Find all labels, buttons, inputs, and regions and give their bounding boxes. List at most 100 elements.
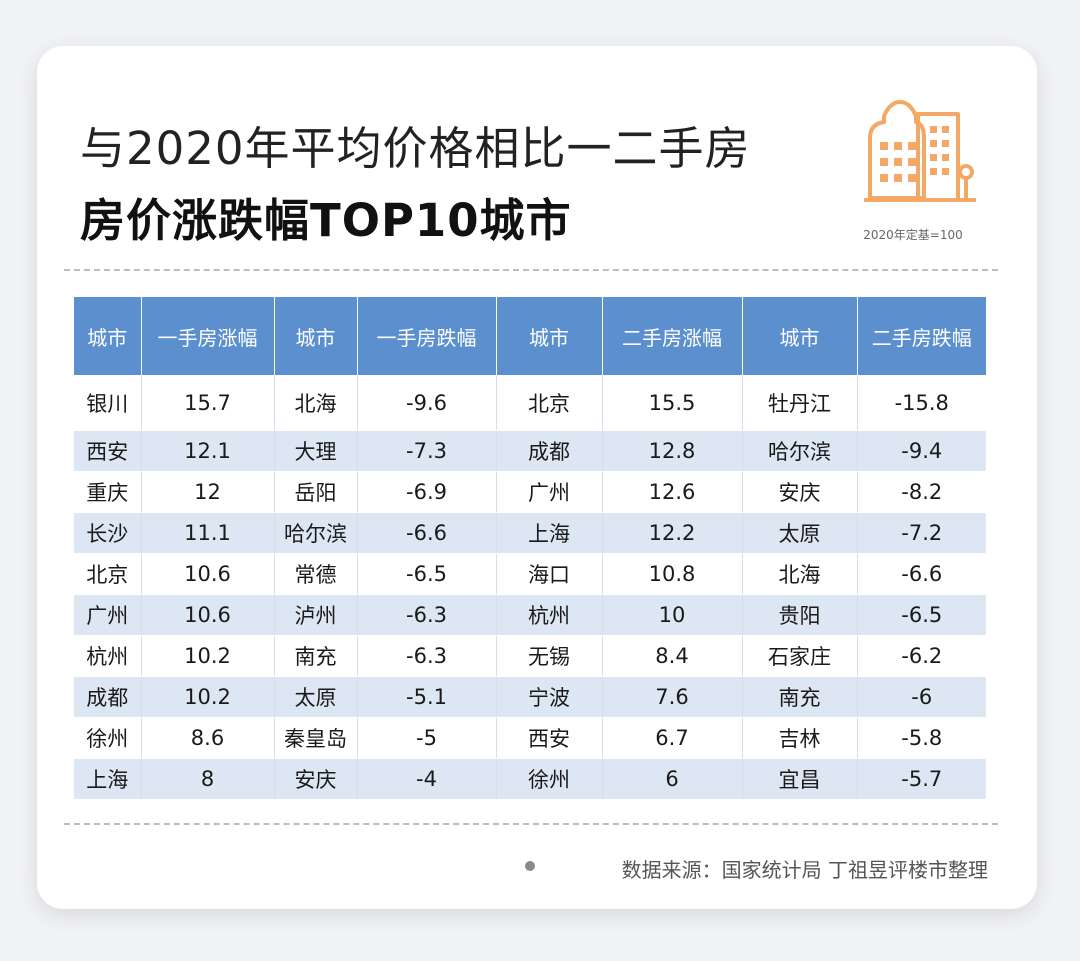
column-header: 城市 bbox=[496, 297, 603, 375]
city-cell: 北京 bbox=[74, 553, 142, 595]
table-row: 徐州 8.6 秦皇岛 -5 西安 6.7 吉林 -5.8 bbox=[74, 717, 986, 759]
city-cell: 吉林 bbox=[742, 717, 858, 759]
city-cell: 宁波 bbox=[496, 676, 603, 718]
value-cell: 8 bbox=[141, 758, 275, 800]
city-cell: 大理 bbox=[274, 430, 358, 472]
table-body: 银川 15.7 北海 -9.6 北京 15.5 牡丹江 -15.8 西安 12.1 大理 -7.3 成都… bbox=[74, 375, 986, 800]
value-cell: -6.3 bbox=[357, 594, 497, 636]
title-line-2: 房价涨跌幅TOP10城市 bbox=[80, 194, 572, 247]
value-cell: 7.6 bbox=[602, 676, 743, 718]
city-cell: 徐州 bbox=[74, 717, 142, 759]
value-cell: 10.8 bbox=[602, 553, 743, 595]
table-header-row: 城市 一手房涨幅 城市 一手房跌幅 城市 二手房涨幅 城市 二手房跌幅 bbox=[74, 297, 986, 375]
city-cell: 安庆 bbox=[742, 471, 858, 513]
table-row: 广州 10.6 泸州 -6.3 杭州 10 贵阳 -6.5 bbox=[74, 594, 986, 636]
bottom-divider bbox=[64, 823, 998, 825]
value-cell: 11.1 bbox=[141, 512, 275, 554]
value-cell: 10 bbox=[602, 594, 743, 636]
city-cell: 石家庄 bbox=[742, 635, 858, 677]
column-header: 城市 bbox=[742, 297, 858, 375]
value-cell: 12.6 bbox=[602, 471, 743, 513]
column-header: 城市 bbox=[274, 297, 358, 375]
value-cell: 10.2 bbox=[141, 635, 275, 677]
city-cell: 泸州 bbox=[274, 594, 358, 636]
value-cell: 12.2 bbox=[602, 512, 743, 554]
city-cell: 太原 bbox=[742, 512, 858, 554]
building-icon bbox=[864, 100, 976, 202]
table-row: 西安 12.1 大理 -7.3 成都 12.8 哈尔滨 -9.4 bbox=[74, 430, 986, 472]
value-cell: 10.6 bbox=[141, 553, 275, 595]
value-cell: 8.4 bbox=[602, 635, 743, 677]
table-row: 重庆 12 岳阳 -6.9 广州 12.6 安庆 -8.2 bbox=[74, 471, 986, 513]
bullet-icon bbox=[525, 861, 535, 871]
value-cell: 6 bbox=[602, 758, 743, 800]
city-cell: 西安 bbox=[74, 430, 142, 472]
value-cell: -6 bbox=[857, 676, 986, 718]
value-cell: -5.7 bbox=[857, 758, 986, 800]
top-divider bbox=[64, 269, 998, 271]
city-cell: 无锡 bbox=[496, 635, 603, 677]
value-cell: -6.5 bbox=[357, 553, 497, 595]
value-cell: -5.1 bbox=[357, 676, 497, 718]
value-cell: 6.7 bbox=[602, 717, 743, 759]
city-cell: 秦皇岛 bbox=[274, 717, 358, 759]
value-cell: -9.4 bbox=[857, 430, 986, 472]
value-cell: -5.8 bbox=[857, 717, 986, 759]
value-cell: -7.3 bbox=[357, 430, 497, 472]
table-row: 银川 15.7 北海 -9.6 北京 15.5 牡丹江 -15.8 bbox=[74, 375, 986, 431]
value-cell: 8.6 bbox=[141, 717, 275, 759]
value-cell: 12.1 bbox=[141, 430, 275, 472]
column-header: 二手房跌幅 bbox=[857, 297, 986, 375]
value-cell: -5 bbox=[357, 717, 497, 759]
city-cell: 上海 bbox=[74, 758, 142, 800]
value-cell: 15.7 bbox=[141, 375, 275, 431]
city-cell: 广州 bbox=[496, 471, 603, 513]
column-header: 二手房涨幅 bbox=[602, 297, 743, 375]
table-row: 北京 10.6 常德 -6.5 海口 10.8 北海 -6.6 bbox=[74, 553, 986, 595]
city-cell: 徐州 bbox=[496, 758, 603, 800]
city-cell: 安庆 bbox=[274, 758, 358, 800]
column-header: 一手房跌幅 bbox=[357, 297, 497, 375]
base-note: 2020年定基=100 bbox=[863, 228, 963, 242]
city-cell: 南充 bbox=[274, 635, 358, 677]
city-cell: 牡丹江 bbox=[742, 375, 858, 431]
city-cell: 杭州 bbox=[496, 594, 603, 636]
city-cell: 重庆 bbox=[74, 471, 142, 513]
city-cell: 广州 bbox=[74, 594, 142, 636]
city-cell: 长沙 bbox=[74, 512, 142, 554]
value-cell: 12.8 bbox=[602, 430, 743, 472]
table-row: 杭州 10.2 南充 -6.3 无锡 8.4 石家庄 -6.2 bbox=[74, 635, 986, 677]
value-cell: -6.6 bbox=[857, 553, 986, 595]
value-cell: -15.8 bbox=[857, 375, 986, 431]
title-line-1: 与2020年平均价格相比一二手房 bbox=[80, 122, 751, 175]
value-cell: -4 bbox=[357, 758, 497, 800]
column-header: 一手房涨幅 bbox=[141, 297, 275, 375]
value-cell: -6.2 bbox=[857, 635, 986, 677]
city-cell: 西安 bbox=[496, 717, 603, 759]
value-cell: -7.2 bbox=[857, 512, 986, 554]
city-cell: 常德 bbox=[274, 553, 358, 595]
value-cell: -8.2 bbox=[857, 471, 986, 513]
city-cell: 哈尔滨 bbox=[274, 512, 358, 554]
city-cell: 北海 bbox=[274, 375, 358, 431]
city-cell: 成都 bbox=[74, 676, 142, 718]
data-table: 城市 一手房涨幅 城市 一手房跌幅 城市 二手房涨幅 城市 二手房跌幅 银川 15.7 北海 -9.… bbox=[74, 297, 986, 800]
table-row: 长沙 11.1 哈尔滨 -6.6 上海 12.2 太原 -7.2 bbox=[74, 512, 986, 554]
column-header: 城市 bbox=[74, 297, 142, 375]
value-cell: -6.3 bbox=[357, 635, 497, 677]
value-cell: 15.5 bbox=[602, 375, 743, 431]
value-cell: 10.6 bbox=[141, 594, 275, 636]
value-cell: 10.2 bbox=[141, 676, 275, 718]
city-cell: 哈尔滨 bbox=[742, 430, 858, 472]
city-cell: 银川 bbox=[74, 375, 142, 431]
value-cell: -9.6 bbox=[357, 375, 497, 431]
table-row: 上海 8 安庆 -4 徐州 6 宜昌 -5.7 bbox=[74, 758, 986, 800]
city-cell: 成都 bbox=[496, 430, 603, 472]
city-cell: 上海 bbox=[496, 512, 603, 554]
value-cell: -6.6 bbox=[357, 512, 497, 554]
value-cell: -6.5 bbox=[857, 594, 986, 636]
source-note: 数据来源：国家统计局 丁祖昱评楼市整理 bbox=[621, 858, 988, 882]
city-cell: 杭州 bbox=[74, 635, 142, 677]
city-cell: 宜昌 bbox=[742, 758, 858, 800]
value-cell: -6.9 bbox=[357, 471, 497, 513]
